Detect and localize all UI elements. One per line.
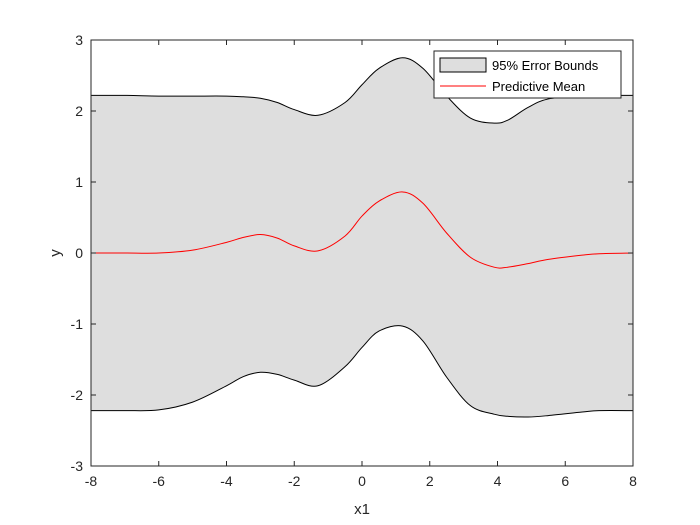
y-tick-label: 3: [75, 32, 83, 48]
legend-label-error-bounds: 95% Error Bounds: [492, 58, 599, 73]
y-tick-label: 1: [75, 174, 83, 190]
x-tick-label: -6: [153, 473, 166, 489]
y-tick-label: 0: [75, 245, 83, 261]
x-tick-label: 0: [358, 473, 366, 489]
legend-swatch-error-bounds: [439, 57, 487, 73]
y-tick-label: -2: [71, 387, 84, 403]
legend: 95% Error Bounds Predictive Mean: [433, 50, 622, 99]
error-band-lower-line: [90, 325, 634, 418]
x-tick-label: 6: [561, 473, 569, 489]
x-tick-label: 8: [629, 473, 637, 489]
legend-label-predictive-mean: Predictive Mean: [492, 79, 585, 94]
x-tick-label: -2: [288, 473, 301, 489]
x-tick-label: -8: [85, 473, 98, 489]
error-band-fill: [91, 57, 633, 418]
tick-layer: -8 -6 -4 -2 0 2 4 6 8 -3 -2 -1 0 1 2 3: [71, 32, 638, 489]
x-axis-label: x1: [354, 501, 370, 518]
y-tick-label: 2: [75, 103, 83, 119]
x-tick-label: -4: [220, 473, 233, 489]
x-tick-label: 4: [494, 473, 502, 489]
predictive-mean-line: [91, 191, 634, 269]
y-axis-label: y: [47, 249, 64, 257]
error-band-layer: [90, 57, 634, 418]
error-band-upper-line: [90, 57, 634, 124]
y-tick-label: -1: [71, 316, 84, 332]
x-tick-label: 2: [426, 473, 434, 489]
mean-line-layer: [91, 191, 634, 269]
y-tick-label: -3: [71, 458, 84, 474]
